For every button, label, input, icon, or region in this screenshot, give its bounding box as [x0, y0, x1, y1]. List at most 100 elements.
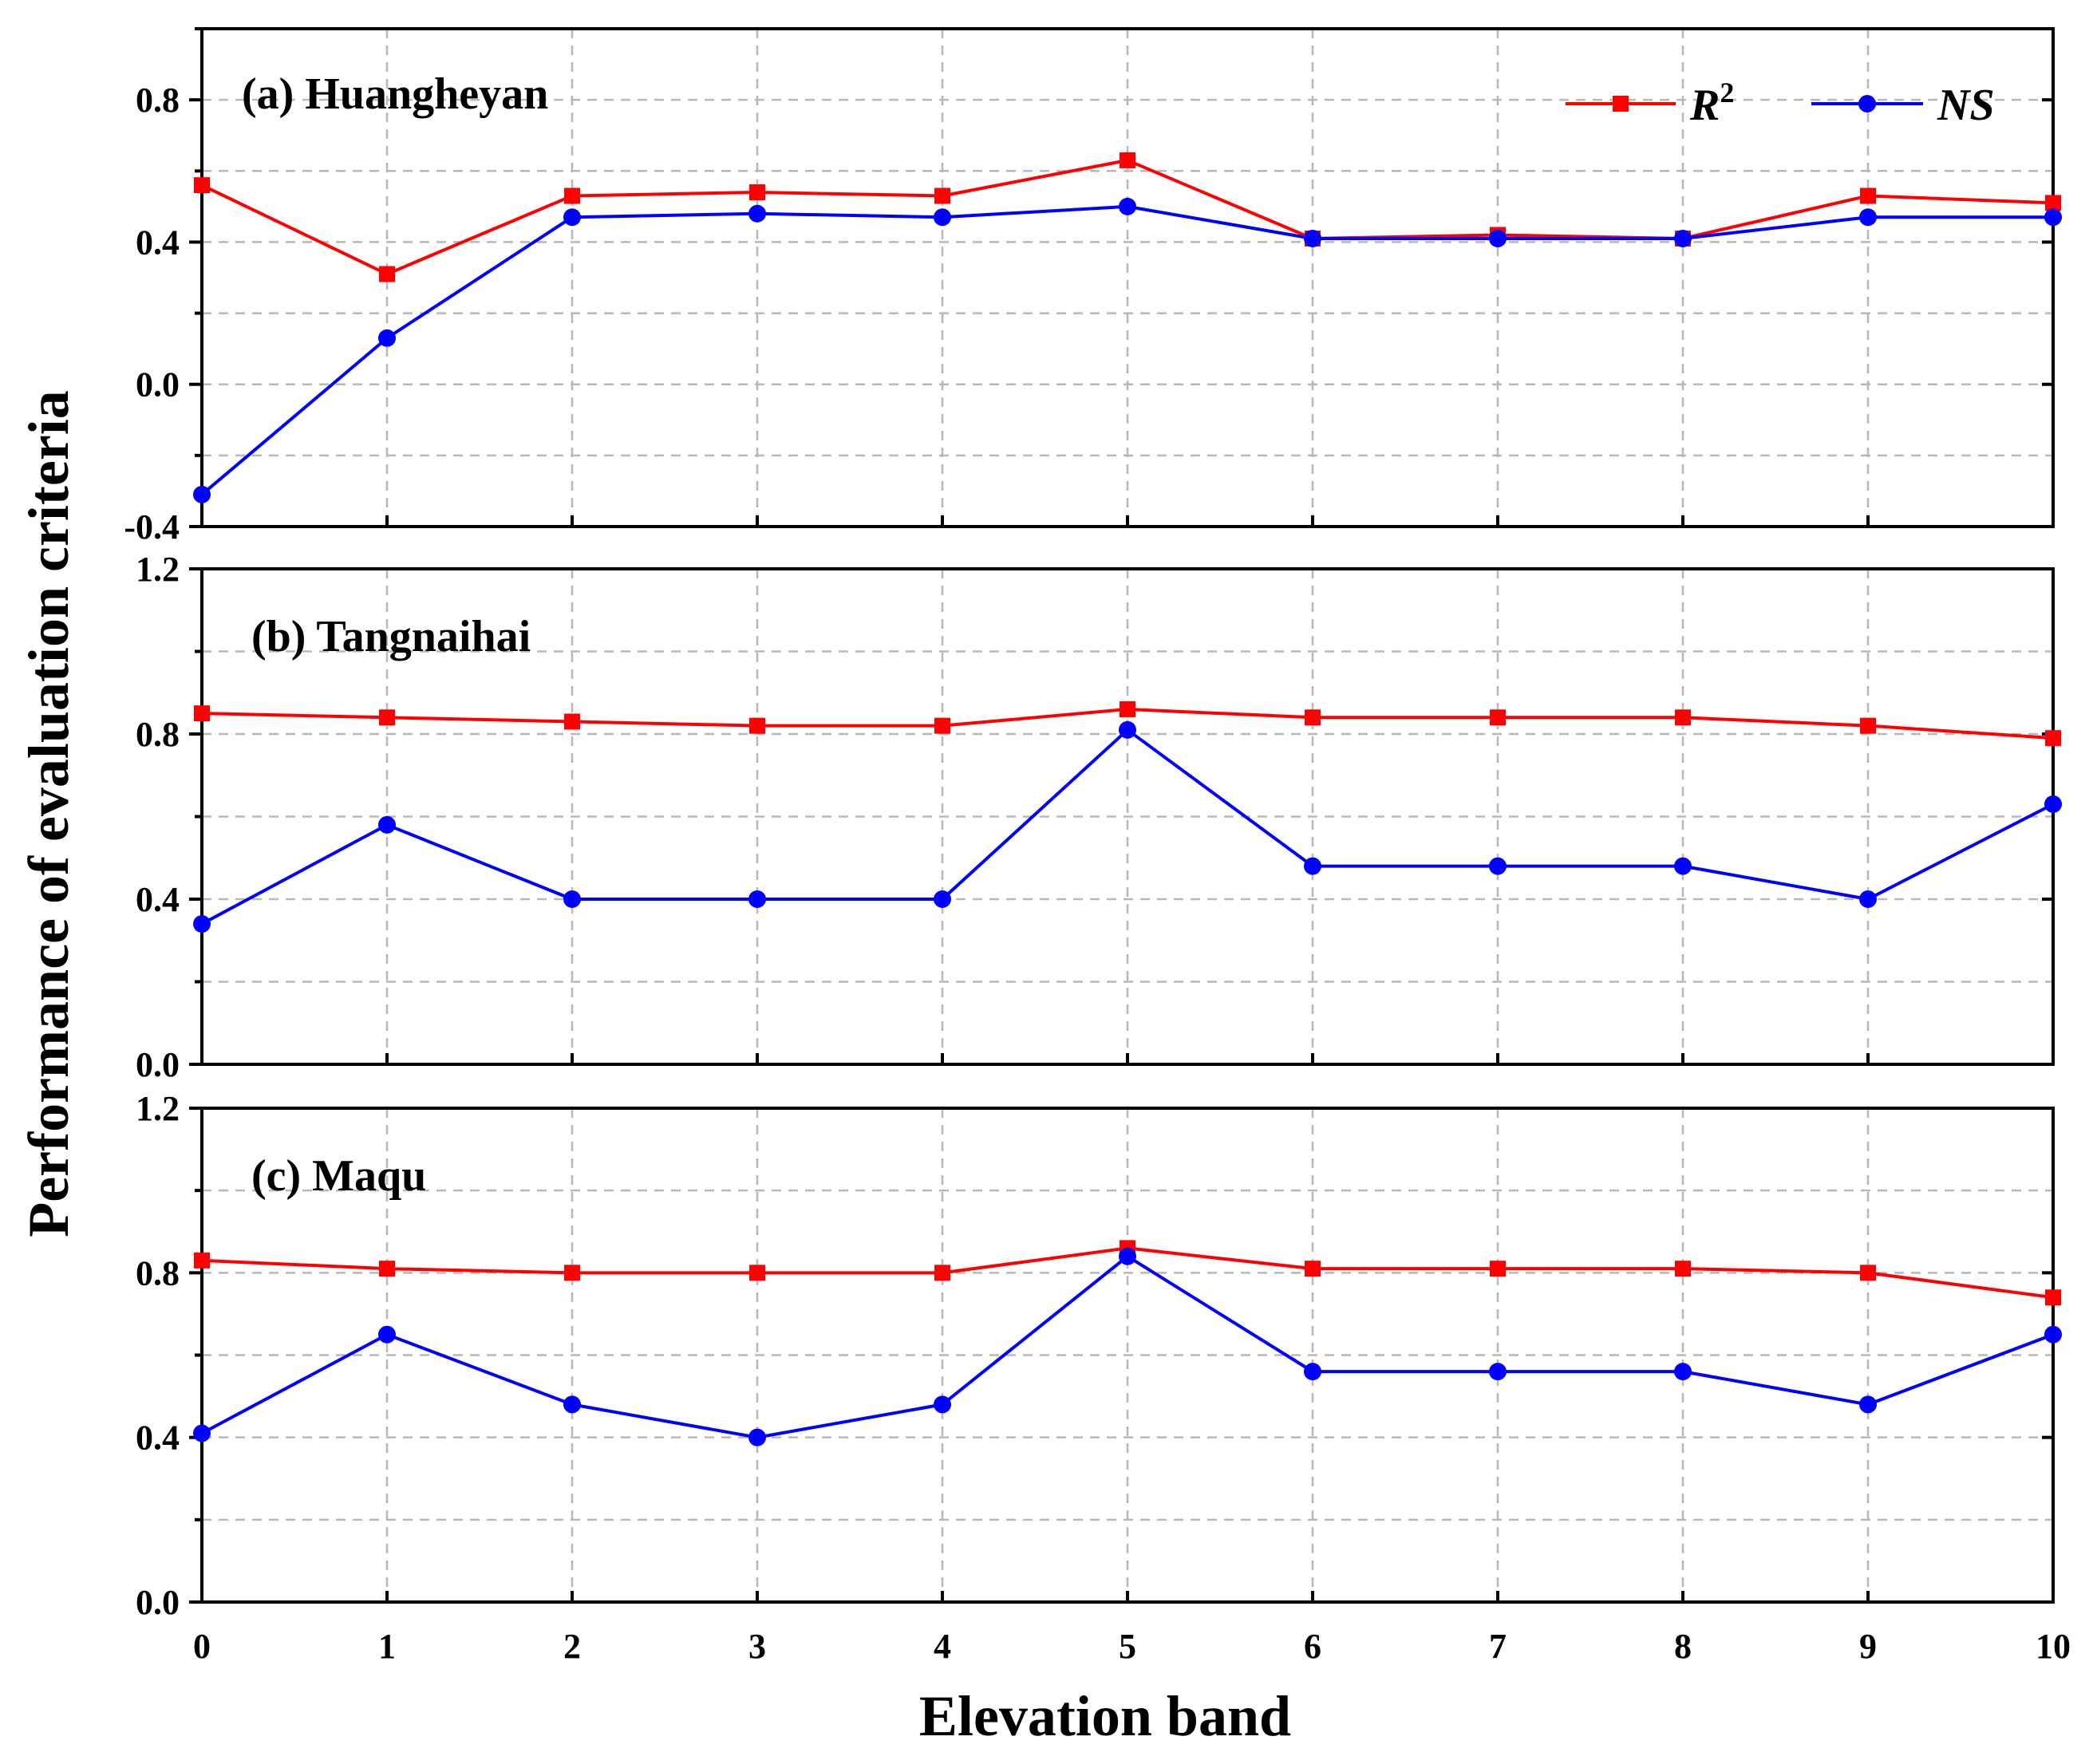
- data-point-r2: [194, 705, 210, 722]
- data-point-r2: [1860, 717, 1876, 734]
- legend-entry-ns: NS: [1811, 81, 1995, 130]
- data-point-r2: [749, 717, 765, 734]
- x-tick-label: 9: [1859, 1627, 1877, 1666]
- data-point-r2: [749, 1265, 765, 1281]
- data-point-ns: [1119, 1247, 1136, 1265]
- y-tick-label: 0.0: [136, 365, 180, 404]
- data-point-r2: [1305, 709, 1321, 726]
- y-tick-label: 1.2: [136, 550, 180, 589]
- x-tick-label: 10: [2036, 1627, 2071, 1666]
- x-tick-label: 3: [748, 1627, 766, 1666]
- data-point-ns: [563, 208, 581, 227]
- panel-1: -0.4 0.0 0.4 0.8 (a) Huangheyan: [124, 27, 2062, 547]
- data-point-r2: [194, 1252, 210, 1269]
- panel-3: 0.0 0.4 0.8 1.2 (c) Maqu 0 1 2 3 4 5 6 7 8 9 10: [136, 1089, 2071, 1666]
- data-point-r2: [564, 713, 580, 730]
- data-point-r2: [564, 187, 580, 204]
- x-tick-label: 2: [563, 1627, 581, 1666]
- y-tick-label: 0.8: [136, 81, 180, 120]
- data-point-ns: [193, 915, 211, 933]
- y-tick-label: -0.4: [124, 507, 180, 547]
- data-point-r2: [1860, 1265, 1876, 1281]
- data-point-ns: [1304, 229, 1321, 247]
- legend-label: R2: [1689, 77, 1734, 130]
- data-point-ns: [748, 204, 766, 223]
- panel-label: (b) Tangnaihai: [251, 612, 531, 661]
- x-tick-label: 4: [934, 1627, 951, 1666]
- data-point-r2: [2045, 195, 2061, 211]
- data-point-r2: [379, 709, 395, 726]
- data-point-ns: [1489, 1363, 1507, 1381]
- data-point-ns: [1489, 229, 1507, 247]
- data-point-ns: [193, 1424, 211, 1442]
- data-point-r2: [1120, 700, 1135, 717]
- y-tick-label: 0.4: [136, 1419, 180, 1458]
- panel-label: (a) Huangheyan: [242, 69, 548, 119]
- data-point-ns: [378, 329, 396, 347]
- y-tick-label: 0.0: [136, 1045, 180, 1084]
- data-point-ns: [193, 485, 211, 503]
- y-axis-title: Performance of evaluation criteria: [17, 390, 81, 1237]
- data-point-ns: [378, 815, 396, 834]
- data-point-ns: [1304, 1363, 1321, 1381]
- panel-label: (c) Maqu: [251, 1151, 426, 1201]
- x-tick-label: 6: [1304, 1627, 1321, 1666]
- y-tick-label: 0.4: [136, 880, 180, 919]
- data-point-ns: [1119, 197, 1136, 215]
- data-point-r2: [1675, 1261, 1691, 1277]
- x-axis-title: Elevation band: [919, 1684, 1291, 1748]
- data-point-r2: [1675, 709, 1691, 726]
- data-point-r2: [1490, 709, 1506, 726]
- data-point-ns: [748, 890, 766, 908]
- series-ns: [193, 1247, 2062, 1446]
- y-tick-label: 0.0: [136, 1583, 180, 1622]
- series-ns: [193, 197, 2062, 503]
- data-point-ns: [1859, 890, 1877, 908]
- data-point-r2: [934, 187, 950, 204]
- data-point-r2: [934, 717, 950, 734]
- data-point-ns: [2044, 208, 2062, 227]
- x-tick-label: 8: [1674, 1627, 1692, 1666]
- data-point-r2: [194, 177, 210, 194]
- data-point-r2: [379, 1261, 395, 1277]
- series-ns: [193, 720, 2062, 933]
- legend-entry-r: R2: [1566, 77, 1734, 130]
- x-tick-label: 1: [378, 1627, 396, 1666]
- y-tick-label: 1.2: [136, 1089, 180, 1128]
- x-tick-label: 5: [1119, 1627, 1136, 1666]
- data-point-r2: [2045, 1289, 2061, 1306]
- data-point-ns: [934, 890, 951, 908]
- data-point-ns: [1674, 1363, 1692, 1381]
- data-point-ns: [1119, 720, 1136, 739]
- data-point-ns: [1674, 857, 1692, 875]
- data-point-ns: [1304, 857, 1321, 875]
- x-tick-label: 7: [1489, 1627, 1507, 1666]
- data-point-r2: [564, 1265, 580, 1281]
- chart-panels: -0.4 0.0 0.4 0.8 (a) Huangheyan 0.0 0.4 0.8 1.2 (…: [124, 27, 2071, 1666]
- data-point-r2: [1490, 1261, 1506, 1277]
- data-point-ns: [378, 1325, 396, 1344]
- data-point-r2: [1305, 1261, 1321, 1277]
- y-tick-label: 0.4: [136, 223, 180, 262]
- data-point-r2: [1120, 152, 1135, 168]
- data-point-ns: [1859, 1395, 1877, 1414]
- legend-marker: [1858, 95, 1876, 112]
- data-point-ns: [748, 1428, 766, 1446]
- data-point-ns: [1859, 208, 1877, 227]
- y-tick-label: 0.8: [136, 715, 180, 754]
- data-point-ns: [1489, 857, 1507, 875]
- y-tick-label: 0.8: [136, 1253, 180, 1292]
- data-point-r2: [2045, 730, 2061, 747]
- data-point-ns: [934, 1395, 951, 1414]
- legend-marker: [1613, 96, 1629, 112]
- x-tick-label: 0: [193, 1627, 211, 1666]
- data-point-r2: [934, 1265, 950, 1281]
- legend-label: NS: [1937, 81, 1995, 130]
- data-point-ns: [563, 890, 581, 908]
- data-point-ns: [1674, 229, 1692, 247]
- data-point-ns: [2044, 1325, 2062, 1344]
- data-point-ns: [934, 208, 951, 227]
- data-point-r2: [1860, 187, 1876, 204]
- data-point-r2: [379, 266, 395, 282]
